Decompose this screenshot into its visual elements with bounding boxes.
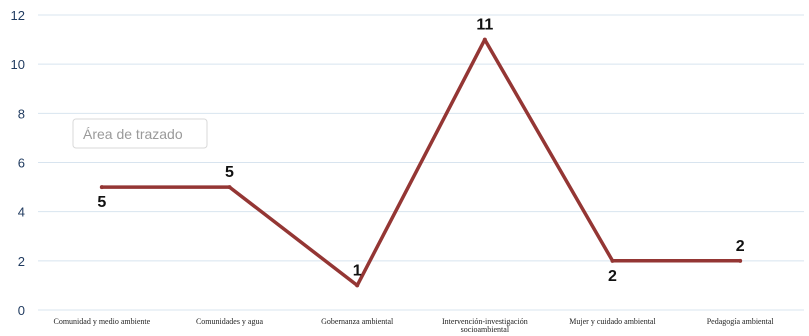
x-tick-label-line: Pedagogía ambiental	[707, 317, 775, 326]
data-point	[355, 283, 360, 288]
data-point	[610, 258, 615, 263]
x-tick-label-line: Comunidades y agua	[196, 317, 264, 326]
x-tick-label: Comunidad y medio ambiente	[54, 317, 151, 326]
data-label: 1	[353, 262, 362, 279]
y-tick-label: 12	[11, 8, 25, 23]
x-tick-label: Gobernanza ambiental	[321, 317, 394, 326]
x-tick-label-line: Gobernanza ambiental	[321, 317, 394, 326]
data-point	[738, 258, 743, 263]
plot-area-tooltip: Área de trazado	[72, 118, 208, 149]
y-tick-label: 2	[18, 254, 25, 269]
x-tick-label-line: Comunidad y medio ambiente	[54, 317, 151, 326]
data-label: 2	[608, 268, 617, 285]
data-label: 5	[97, 194, 106, 211]
x-tick-label: Comunidades y agua	[196, 317, 264, 326]
y-tick-label: 4	[18, 205, 25, 220]
plot-area-tooltip-label: Área de trazado	[83, 126, 183, 142]
data-point	[482, 37, 487, 42]
grid-lines	[38, 14, 804, 311]
y-tick-label: 0	[18, 303, 25, 318]
series-line-layer	[99, 37, 743, 288]
y-tick-label: 10	[11, 57, 25, 72]
y-axis-ticks: 0 2 4 6 8 10 12	[11, 8, 25, 318]
x-tick-label-line: Intervención-investigación	[442, 317, 528, 326]
data-point	[227, 185, 232, 190]
y-tick-label: 8	[18, 106, 25, 121]
x-tick-label: Pedagogía ambiental	[707, 317, 775, 326]
data-label: 11	[476, 17, 493, 34]
x-axis-ticks: Comunidad y medio ambiente Comunidades y …	[54, 317, 775, 334]
x-tick-label: Intervención-investigación socioambiental	[442, 317, 528, 334]
x-tick-label-line: socioambiental	[461, 325, 510, 334]
x-tick-label: Mujer y cuidado ambiental	[569, 317, 656, 326]
data-point	[99, 185, 104, 190]
y-tick-label: 6	[18, 156, 25, 171]
x-tick-label-line: Mujer y cuidado ambiental	[569, 317, 656, 326]
data-label: 5	[225, 164, 234, 181]
data-label: 2	[736, 238, 745, 255]
plot-area-tooltip-box	[72, 118, 208, 149]
series-line	[100, 37, 742, 288]
